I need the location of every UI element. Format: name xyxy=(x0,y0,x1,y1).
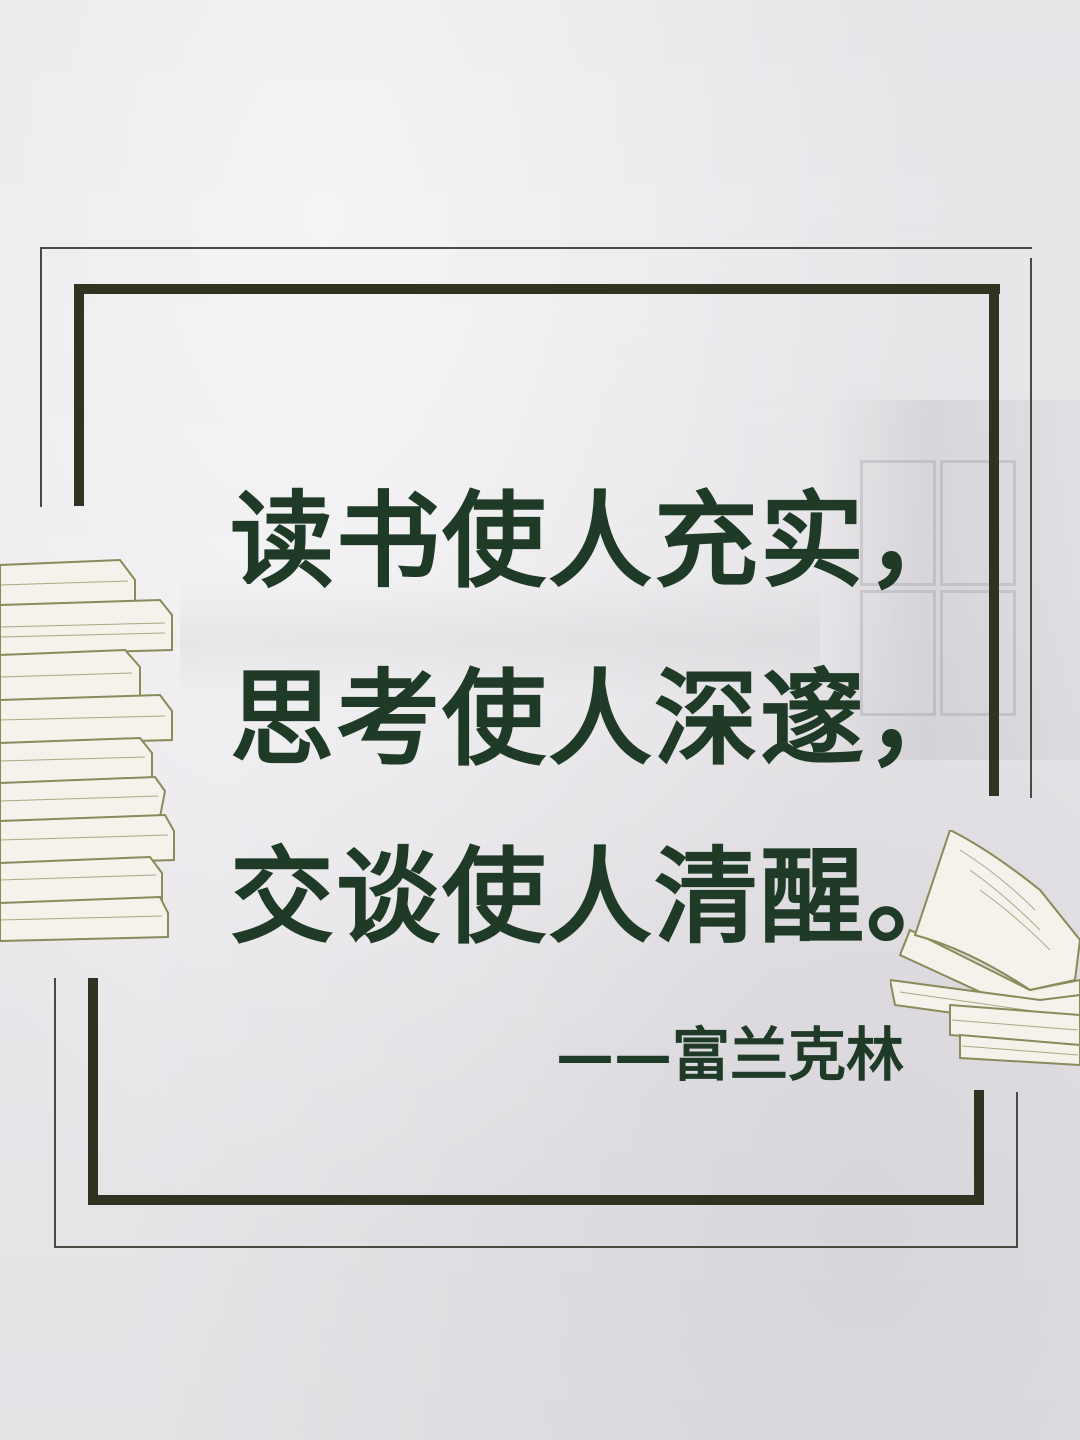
book-stack-icon xyxy=(0,558,175,943)
quote-attribution: ——富兰克林 xyxy=(556,1021,905,1089)
quote-text: 读书使人充实， 思考使人深邃， 交谈使人清醒。 xyxy=(230,452,973,986)
window-reflection xyxy=(820,400,1080,760)
quote-line-2: 思考使人深邃， xyxy=(230,657,973,780)
quote-line-3: 交谈使人清醒。 xyxy=(230,835,973,958)
glass-glare xyxy=(180,580,820,700)
open-book-icon xyxy=(890,830,1080,1067)
quote-line-1: 读书使人充实， xyxy=(230,479,973,602)
